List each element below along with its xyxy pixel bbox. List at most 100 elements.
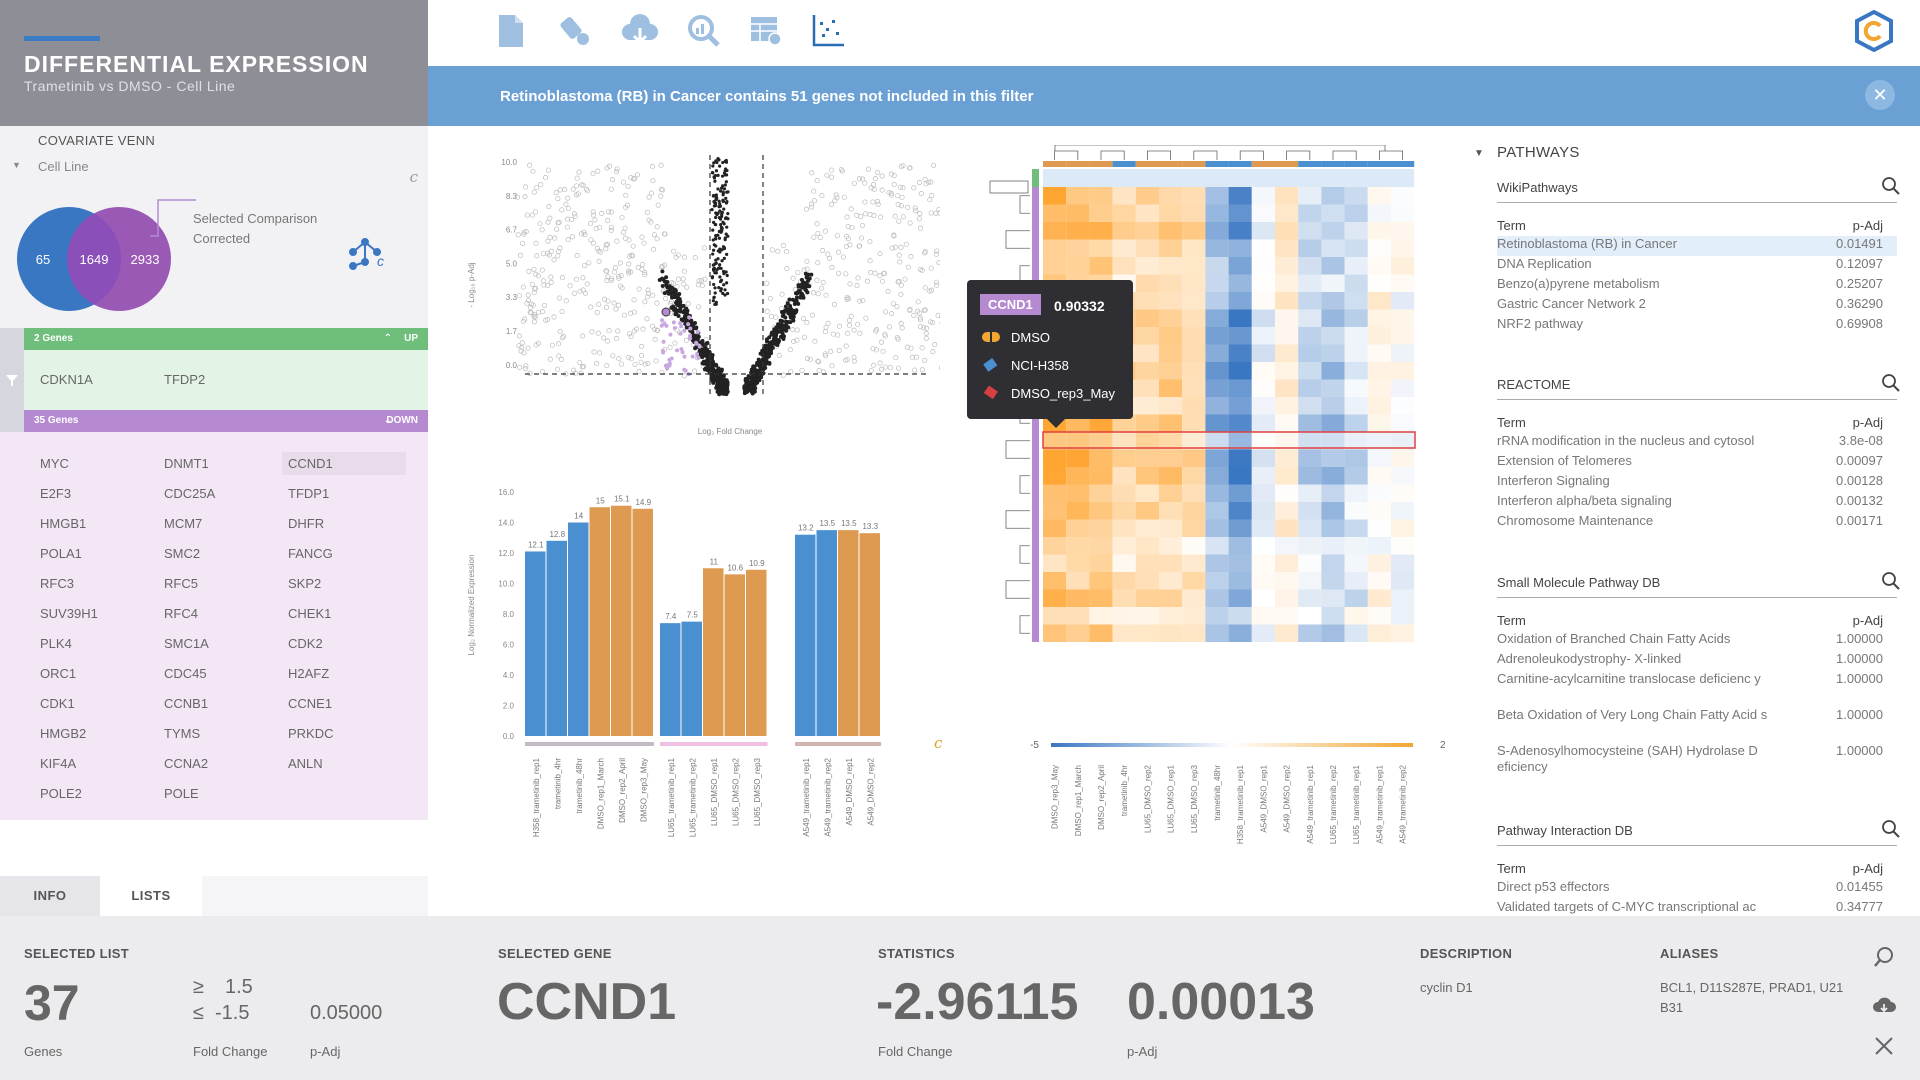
heatmap-cell[interactable]	[1321, 467, 1345, 485]
heatmap-cell[interactable]	[1135, 379, 1159, 398]
heatmap-cell[interactable]	[1112, 502, 1136, 520]
heatmap-cell[interactable]	[1251, 257, 1275, 275]
heatmap-cell[interactable]	[1228, 432, 1252, 450]
heatmap-cell[interactable]	[1391, 327, 1415, 345]
cloud-download-icon[interactable]	[1872, 996, 1896, 1016]
heatmap-cell[interactable]	[1228, 519, 1252, 538]
heatmap-cell[interactable]	[1298, 484, 1322, 503]
heatmap-cell[interactable]	[1298, 414, 1322, 433]
heatmap-cell[interactable]	[1159, 239, 1183, 258]
heatmap-cell[interactable]	[1275, 239, 1299, 258]
heatmap-cell[interactable]	[1344, 572, 1368, 590]
heatmap-cell[interactable]	[1321, 414, 1345, 433]
pathway-row[interactable]: Interferon Signaling 0.00128	[1497, 473, 1897, 493]
gene-item[interactable]: CCNA2	[164, 756, 209, 771]
heatmap-cell[interactable]	[1391, 484, 1415, 503]
heatmap-cell[interactable]	[1367, 274, 1391, 293]
heatmap-cell[interactable]	[1391, 537, 1415, 555]
heatmap-cell[interactable]	[1182, 239, 1206, 258]
heatmap-cell[interactable]	[1112, 554, 1136, 573]
gene-item[interactable]: HMGB2	[40, 726, 87, 741]
search-icon[interactable]	[1881, 819, 1901, 839]
pathway-row[interactable]: DNA Replication 0.12097	[1497, 256, 1897, 276]
heatmap-cell[interactable]	[1205, 344, 1229, 363]
heatmap-cell[interactable]	[1275, 607, 1299, 625]
gene-item[interactable]: MYC	[40, 456, 69, 471]
heatmap-cell[interactable]	[1251, 449, 1275, 468]
heatmap-cell[interactable]	[1135, 607, 1159, 625]
heatmap-cell[interactable]	[1367, 292, 1391, 310]
heatmap-cell[interactable]	[1321, 572, 1345, 590]
search-icon[interactable]	[1881, 571, 1901, 591]
heatmap-cell[interactable]	[1344, 327, 1368, 345]
close-icon[interactable]	[1874, 1036, 1894, 1056]
heatmap-cell[interactable]	[1089, 187, 1113, 205]
heatmap-cell[interactable]	[1298, 467, 1322, 485]
heatmap-cell[interactable]	[1391, 187, 1415, 205]
heatmap-cell[interactable]	[1344, 624, 1368, 643]
heatmap-cell[interactable]	[1043, 222, 1067, 240]
correction-icon[interactable]: c	[934, 734, 943, 752]
heatmap-cell[interactable]	[1159, 327, 1183, 345]
pathway-row[interactable]: Direct p53 effectors 0.01455	[1497, 879, 1897, 899]
heatmap-cell[interactable]	[1182, 274, 1206, 293]
heatmap-cell[interactable]	[1228, 572, 1252, 590]
heatmap-cell[interactable]	[1043, 537, 1067, 555]
heatmap-cell[interactable]	[1159, 257, 1183, 275]
heatmap-cell[interactable]	[1112, 607, 1136, 625]
heatmap-cell[interactable]	[1251, 204, 1275, 223]
heatmap-cell[interactable]	[1159, 537, 1183, 555]
gene-item[interactable]: TYMS	[164, 726, 201, 741]
heatmap-cell[interactable]	[1043, 624, 1067, 643]
heatmap-cell[interactable]	[1135, 449, 1159, 468]
heatmap-cell[interactable]	[1251, 537, 1275, 555]
heatmap-cell[interactable]	[1066, 204, 1090, 223]
heatmap-cell[interactable]	[1089, 484, 1113, 503]
gene-item[interactable]: DHFR	[288, 516, 325, 531]
heatmap-cell[interactable]	[1321, 204, 1345, 223]
heatmap-cell[interactable]	[1321, 274, 1345, 293]
heatmap-cell[interactable]	[1066, 537, 1090, 555]
heatmap-cell[interactable]	[1066, 187, 1090, 205]
heatmap-cell[interactable]	[1344, 554, 1368, 573]
heatmap-cell[interactable]	[1066, 554, 1090, 573]
heatmap-cell[interactable]	[1182, 572, 1206, 590]
heatmap-cell[interactable]	[1367, 467, 1391, 485]
heatmap-cell[interactable]	[1089, 554, 1113, 573]
heatmap-cell[interactable]	[1391, 554, 1415, 573]
heatmap-cell[interactable]	[1205, 222, 1229, 240]
heatmap-cell[interactable]	[1321, 607, 1345, 625]
heatmap-cell[interactable]	[1135, 222, 1159, 240]
heatmap-cell[interactable]	[1344, 449, 1368, 468]
heatmap-cell[interactable]	[1367, 187, 1391, 205]
heatmap-cell[interactable]	[1321, 187, 1345, 205]
heatmap-cell[interactable]	[1321, 449, 1345, 468]
heatmap-cell[interactable]	[1298, 432, 1322, 450]
heatmap-cell[interactable]	[1205, 502, 1229, 520]
bar[interactable]	[589, 507, 611, 736]
heatmap-cell[interactable]	[1298, 554, 1322, 573]
gene-item[interactable]: CCNE1	[288, 696, 333, 711]
heatmap-cell[interactable]	[1391, 257, 1415, 275]
heatmap-cell[interactable]	[1182, 309, 1206, 328]
bar[interactable]	[546, 540, 568, 736]
heatmap-cell[interactable]	[1367, 327, 1391, 345]
heatmap-cell[interactable]	[1298, 222, 1322, 240]
heatmap-cell[interactable]	[1344, 467, 1368, 485]
scatter-axis-icon[interactable]	[810, 12, 846, 50]
bar[interactable]	[611, 505, 632, 736]
heatmap-cell[interactable]	[1321, 502, 1345, 520]
heatmap-cell[interactable]	[1344, 397, 1368, 415]
heatmap-cell[interactable]	[1367, 414, 1391, 433]
heatmap-cell[interactable]	[1298, 274, 1322, 293]
caret-down-icon[interactable]: ▼	[1474, 148, 1484, 159]
heatmap-cell[interactable]	[1228, 449, 1252, 468]
heatmap-cell[interactable]	[1205, 239, 1229, 258]
covariate-select[interactable]: Cell Line	[38, 159, 89, 174]
heatmap-cell[interactable]	[1182, 519, 1206, 538]
heatmap-cell[interactable]	[1251, 222, 1275, 240]
bar[interactable]	[838, 530, 859, 736]
heatmap-cell[interactable]	[1135, 502, 1159, 520]
heatmap-cell[interactable]	[1182, 449, 1206, 468]
heatmap-cell[interactable]	[1251, 397, 1275, 415]
